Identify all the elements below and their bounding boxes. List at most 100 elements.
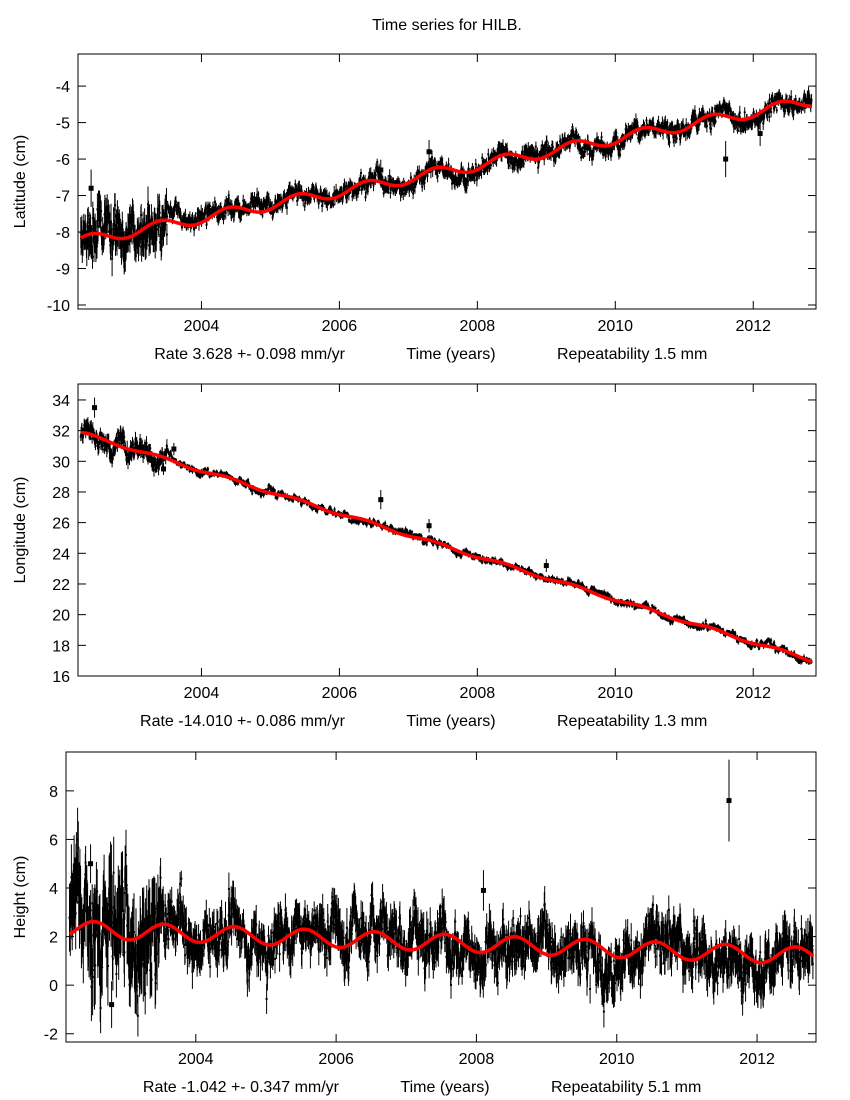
data-point <box>803 95 806 98</box>
data-point <box>176 211 179 214</box>
data-point <box>111 257 114 260</box>
data-point <box>267 197 270 200</box>
data-point <box>169 451 172 454</box>
data-point <box>460 174 463 177</box>
data-point <box>183 461 186 464</box>
data-point <box>710 110 713 113</box>
data-point <box>82 226 85 229</box>
plot-frame <box>77 53 817 310</box>
data-point <box>787 110 790 113</box>
data-point <box>117 213 120 216</box>
data-point <box>790 95 793 98</box>
data-point <box>743 125 746 128</box>
data-point <box>223 215 226 218</box>
data-point <box>463 178 466 181</box>
data-point <box>92 218 95 221</box>
data-point <box>395 188 398 191</box>
data-point <box>388 174 391 177</box>
data-point <box>270 487 273 490</box>
data-point <box>729 113 732 116</box>
data-point <box>382 192 385 195</box>
data-point <box>447 163 450 166</box>
data-point <box>511 162 514 165</box>
y-axis-label: Latitude (cm) <box>12 135 29 228</box>
data-point <box>572 133 575 136</box>
data-point <box>374 174 377 177</box>
data-point <box>99 205 102 208</box>
data-point <box>205 207 208 210</box>
data-point <box>204 213 207 216</box>
data-point <box>165 445 168 448</box>
data-point <box>533 150 536 153</box>
data-point <box>384 179 387 182</box>
data-point <box>140 213 143 216</box>
data-point <box>803 107 806 110</box>
y-tick-label: -5 <box>56 116 70 133</box>
data-point <box>536 153 539 156</box>
data-point <box>566 140 569 143</box>
data-point <box>225 199 228 202</box>
data-point <box>180 466 183 469</box>
data-point <box>426 167 429 170</box>
data-point <box>345 184 348 187</box>
data-point <box>113 228 116 231</box>
data-point <box>484 167 487 170</box>
data-point <box>256 193 259 196</box>
data-point <box>420 176 423 179</box>
data-point <box>654 133 657 136</box>
data-point <box>87 214 90 217</box>
data-point <box>710 127 713 130</box>
data-point <box>215 209 218 212</box>
data-point <box>527 150 530 153</box>
data-point <box>119 431 122 434</box>
data-point <box>421 185 424 188</box>
data-point <box>716 109 719 112</box>
data-point <box>169 206 172 209</box>
data-point <box>197 214 200 217</box>
data-point <box>766 113 769 116</box>
data-point <box>709 118 712 121</box>
data-point <box>133 453 136 456</box>
data-point <box>489 164 492 167</box>
data-point <box>172 211 175 214</box>
data-point <box>208 475 211 478</box>
data-point <box>255 202 258 205</box>
data-point <box>399 193 402 196</box>
data-point <box>142 456 145 459</box>
data-series <box>79 87 813 277</box>
data-point <box>110 228 113 231</box>
data-point <box>446 173 449 176</box>
data-point <box>108 457 111 460</box>
data-point <box>230 216 233 219</box>
outlier-point <box>757 131 763 137</box>
data-point <box>85 247 88 250</box>
data-point <box>196 219 199 222</box>
data-point <box>482 160 485 163</box>
data-point <box>430 156 433 159</box>
data-point <box>161 228 164 231</box>
data-point <box>364 178 367 181</box>
data-point <box>94 221 97 224</box>
data-point <box>285 206 288 209</box>
data-point <box>108 213 111 216</box>
data-point <box>809 100 812 103</box>
data-point <box>242 199 245 202</box>
data-point <box>665 125 668 128</box>
data-point <box>404 185 407 188</box>
data-point <box>732 125 735 128</box>
data-point <box>621 145 624 148</box>
x-tick-label: 2010 <box>597 318 633 335</box>
data-point <box>227 200 230 203</box>
data-point <box>577 144 580 147</box>
data-point <box>142 244 145 247</box>
data-point <box>131 452 134 455</box>
data-point <box>487 153 490 156</box>
data-point <box>191 470 194 473</box>
data-point <box>390 178 393 181</box>
data-point <box>156 228 159 231</box>
data-point <box>247 481 250 484</box>
data-point <box>149 447 152 450</box>
data-point <box>243 203 246 206</box>
data-point <box>106 221 109 224</box>
data-point <box>382 185 385 188</box>
